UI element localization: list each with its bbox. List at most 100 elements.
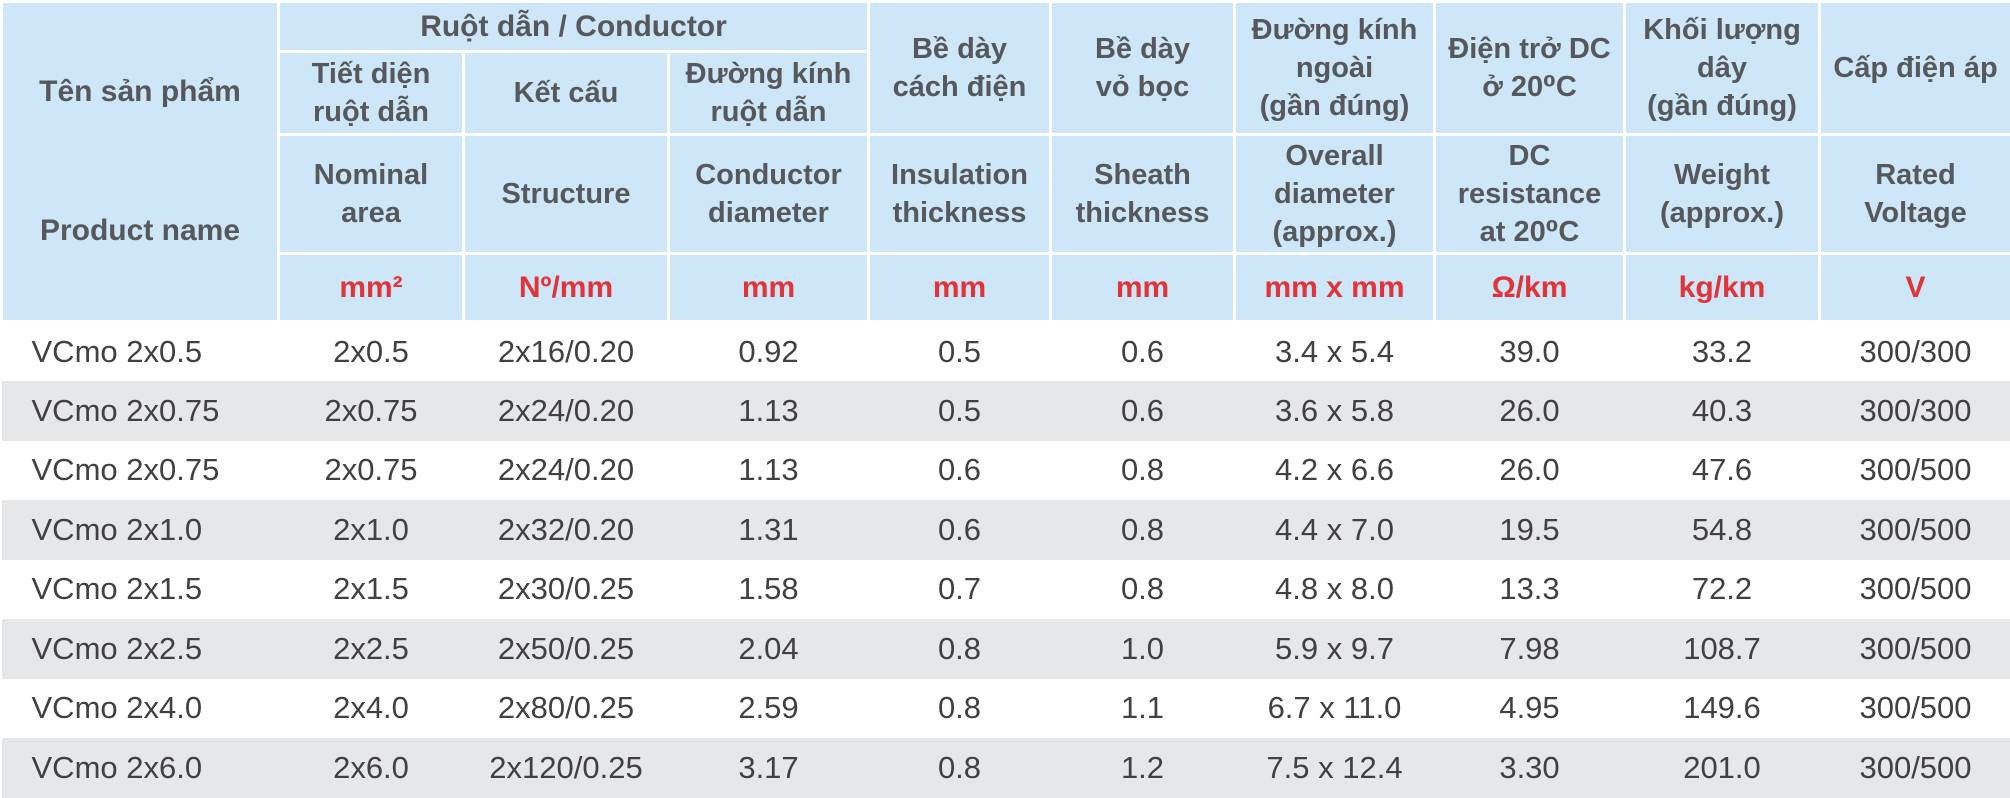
value-cell: 2x32/0.20 — [464, 500, 669, 560]
value-cell: 4.8 x 8.0 — [1235, 560, 1435, 620]
value-cell: 300/500 — [1820, 679, 2010, 739]
header-conductor-diameter-en: Conductor diameter — [669, 135, 869, 254]
value-cell: 0.6 — [869, 441, 1051, 501]
product-name-label-vi: Tên sản phẩm — [7, 72, 273, 112]
header-nominal-area-en: Nominal area — [279, 135, 464, 254]
header-structure-vi: Kết cấu — [464, 52, 669, 135]
header-nominal-area-vi: Tiết diện ruột dẫn — [279, 52, 464, 135]
value-cell: 1.1 — [1051, 679, 1235, 739]
value-cell: 0.8 — [869, 679, 1051, 739]
value-cell: 0.6 — [1051, 381, 1235, 441]
unit-sheath-thickness: mm — [1051, 254, 1235, 322]
value-cell: 300/500 — [1820, 560, 2010, 620]
value-cell: 300/500 — [1820, 500, 2010, 560]
header-insulation-thickness-vi: Bề dày cách điện — [869, 2, 1051, 135]
value-cell: 26.0 — [1435, 441, 1625, 501]
value-cell: 0.7 — [869, 560, 1051, 620]
unit-weight: kg/km — [1625, 254, 1820, 322]
header-rated-voltage-vi: Cấp điện áp — [1820, 2, 2010, 135]
value-cell: 7.5 x 12.4 — [1235, 738, 1435, 798]
value-cell: 19.5 — [1435, 500, 1625, 560]
header-weight-vi: Khối lượng dây (gần đúng) — [1625, 2, 1820, 135]
value-cell: 2x0.75 — [279, 381, 464, 441]
value-cell: 0.92 — [669, 322, 869, 382]
value-cell: 3.30 — [1435, 738, 1625, 798]
value-cell: 0.8 — [1051, 500, 1235, 560]
table-header: Tên sản phẩm Product name Ruột dẫn / Con… — [2, 2, 2010, 322]
header-insulation-thickness-en: Insulation thickness — [869, 135, 1051, 254]
value-cell: 300/500 — [1820, 441, 2010, 501]
header-row-en: Nominal area Structure Conductor diamete… — [2, 135, 2010, 254]
unit-nominal-area: mm² — [279, 254, 464, 322]
value-cell: 2x30/0.25 — [464, 560, 669, 620]
value-cell: 4.4 x 7.0 — [1235, 500, 1435, 560]
header-conductor-diameter-vi: Đường kính ruột dẫn — [669, 52, 869, 135]
value-cell: 26.0 — [1435, 381, 1625, 441]
unit-overall-diameter: mm x mm — [1235, 254, 1435, 322]
product-name-cell: VCmo 2x4.0 — [2, 679, 279, 739]
value-cell: 2x80/0.25 — [464, 679, 669, 739]
value-cell: 3.6 x 5.8 — [1235, 381, 1435, 441]
value-cell: 2x120/0.25 — [464, 738, 669, 798]
value-cell: 2x0.75 — [279, 441, 464, 501]
header-dc-resistance-vi: Điện trở DC ở 20⁰C — [1435, 2, 1625, 135]
value-cell: 0.8 — [1051, 441, 1235, 501]
product-name-cell: VCmo 2x1.5 — [2, 560, 279, 620]
value-cell: 2.04 — [669, 619, 869, 679]
value-cell: 300/300 — [1820, 381, 2010, 441]
value-cell: 47.6 — [1625, 441, 1820, 501]
value-cell: 2x24/0.20 — [464, 381, 669, 441]
value-cell: 13.3 — [1435, 560, 1625, 620]
value-cell: 6.7 x 11.0 — [1235, 679, 1435, 739]
unit-structure: Nº/mm — [464, 254, 669, 322]
value-cell: 201.0 — [1625, 738, 1820, 798]
value-cell: 54.8 — [1625, 500, 1820, 560]
header-rated-voltage-en: Rated Voltage — [1820, 135, 2010, 254]
value-cell: 2x16/0.20 — [464, 322, 669, 382]
unit-dc-resistance: Ω/km — [1435, 254, 1625, 322]
value-cell: 2x4.0 — [279, 679, 464, 739]
header-weight-en: Weight (approx.) — [1625, 135, 1820, 254]
value-cell: 300/300 — [1820, 322, 2010, 382]
header-overall-diameter-vi: Đường kính ngoài (gần đúng) — [1235, 2, 1435, 135]
unit-conductor-diameter: mm — [669, 254, 869, 322]
value-cell: 300/500 — [1820, 738, 2010, 798]
value-cell: 1.0 — [1051, 619, 1235, 679]
header-sheath-thickness-vi: Bề dày vỏ bọc — [1051, 2, 1235, 135]
product-name-cell: VCmo 2x0.75 — [2, 381, 279, 441]
product-name-cell: VCmo 2x0.75 — [2, 441, 279, 501]
value-cell: 0.5 — [869, 381, 1051, 441]
value-cell: 0.8 — [1051, 560, 1235, 620]
value-cell: 1.31 — [669, 500, 869, 560]
value-cell: 3.4 x 5.4 — [1235, 322, 1435, 382]
value-cell: 2x1.0 — [279, 500, 464, 560]
value-cell: 1.13 — [669, 381, 869, 441]
value-cell: 2x50/0.25 — [464, 619, 669, 679]
value-cell: 300/500 — [1820, 619, 2010, 679]
value-cell: 2x2.5 — [279, 619, 464, 679]
value-cell: 0.8 — [869, 619, 1051, 679]
value-cell: 0.8 — [869, 738, 1051, 798]
header-structure-en: Structure — [464, 135, 669, 254]
value-cell: 1.2 — [1051, 738, 1235, 798]
product-name-cell: VCmo 2x6.0 — [2, 738, 279, 798]
product-name-cell: VCmo 2x0.5 — [2, 322, 279, 382]
value-cell: 4.2 x 6.6 — [1235, 441, 1435, 501]
value-cell: 3.17 — [669, 738, 869, 798]
value-cell: 2x0.5 — [279, 322, 464, 382]
product-name-label-en: Product name — [7, 211, 273, 251]
value-cell: 33.2 — [1625, 322, 1820, 382]
value-cell: 149.6 — [1625, 679, 1820, 739]
value-cell: 1.58 — [669, 560, 869, 620]
header-row-group: Tên sản phẩm Product name Ruột dẫn / Con… — [2, 2, 2010, 52]
value-cell: 5.9 x 9.7 — [1235, 619, 1435, 679]
